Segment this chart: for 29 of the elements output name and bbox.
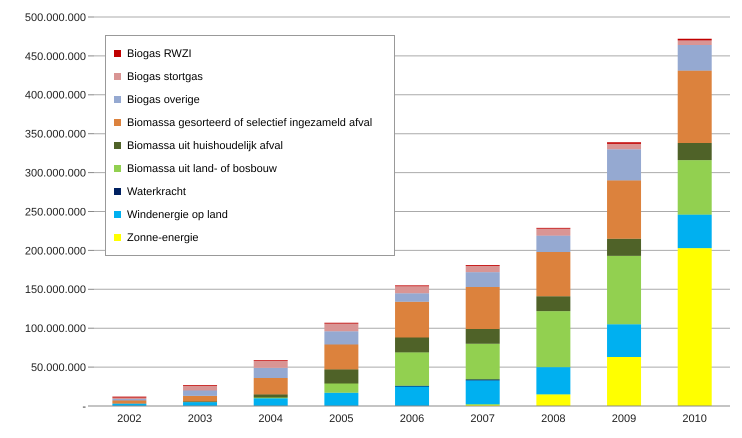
legend-label: Biogas stortgas [127,70,203,82]
x-tick-label: 2005 [329,412,354,425]
x-tick-label: 2010 [682,412,707,425]
legend-label: Windenergie op land [127,208,228,220]
y-tick-label: 150.000.000 [24,284,86,296]
y-tick-label: 450.000.000 [24,50,86,63]
y-tick-label: 350.000.000 [24,128,86,141]
y-tick-label: 200.000.000 [24,245,86,258]
x-tick-label: 2003 [188,412,212,425]
y-tick-label: 100.000.000 [24,323,86,336]
x-tick-label: 2007 [470,412,495,425]
legend-label: Biomassa gesorteerd of selectief ingezameld afval [127,116,372,128]
x-tick-label: 2006 [400,412,424,425]
x-tick-label: 2002 [117,412,142,425]
y-tick-label: 300.000.000 [24,168,86,180]
legend-label: Zonne-energie [127,232,199,244]
legend-label: Biomassa uit huishoudelijk afval [127,140,283,152]
legend-label: Biogas overige [127,94,200,106]
y-tick-label: 50.000.000 [30,362,86,374]
y-tick-label: 500.000.000 [24,12,86,24]
x-tick-label: 2004 [258,412,283,425]
y-tick-label: - [82,400,86,413]
y-tick-label: 400.000.000 [24,90,86,102]
y-tick-label: 250.000.000 [24,206,86,218]
legend-label: Biogas RWZI [127,48,192,60]
x-tick-label: 2009 [612,412,636,425]
legend-label: Biomassa uit land- of bosbouw [127,162,277,174]
x-tick-label: 2008 [541,412,566,425]
legend-label: Waterkracht [127,186,186,198]
